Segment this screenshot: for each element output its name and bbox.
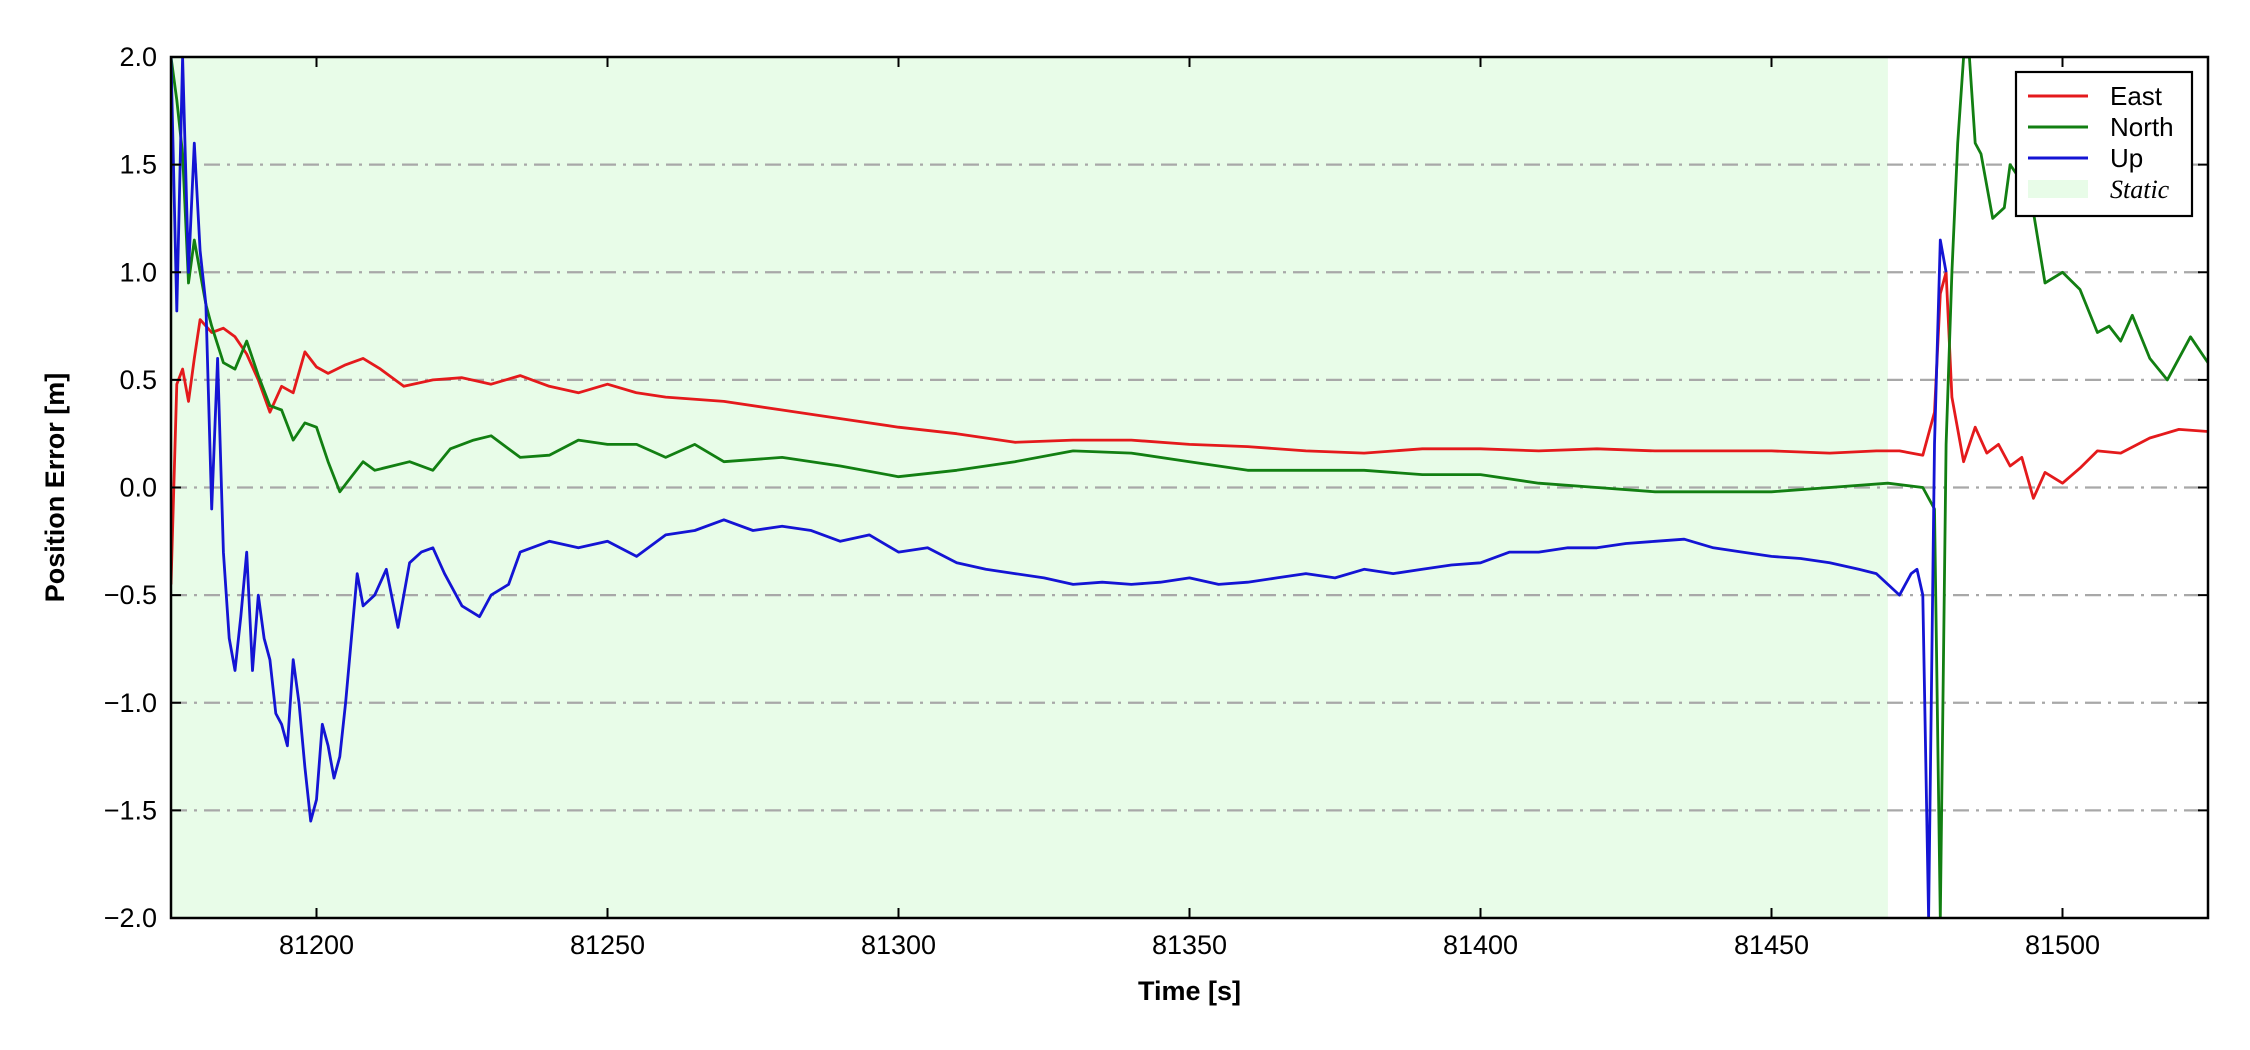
x-tick-label-1: 81250 — [570, 930, 645, 960]
y-tick-label-5: 0.5 — [119, 365, 157, 395]
y-tick-label-7: 1.5 — [119, 150, 157, 180]
series-line-up — [171, 57, 1948, 918]
legend-label-static: Static — [2110, 175, 2170, 204]
y-tick-label-1: −1.5 — [104, 795, 157, 825]
x-tick-label-2: 81300 — [861, 930, 936, 960]
x-tick-label-4: 81400 — [1443, 930, 1518, 960]
legend-swatch-static — [2028, 180, 2088, 198]
y-tick-label-4: 0.0 — [119, 473, 157, 503]
y-tick-label-2: −1.0 — [104, 688, 157, 718]
series-lines — [171, 57, 2208, 918]
x-axis-ticks: 81200 81250 81300 81350 81400 81450 81500 — [279, 57, 2100, 960]
legend-label-north: North — [2110, 112, 2174, 142]
x-axis-label: Time [s] — [1138, 976, 1241, 1006]
series-line-north — [171, 57, 2208, 918]
x-tick-label-3: 81350 — [1152, 930, 1227, 960]
y-tick-label-8: 2.0 — [119, 42, 157, 72]
y-axis-label: Position Error [m] — [40, 373, 70, 603]
legend-label-up: Up — [2110, 143, 2143, 173]
legend-label-east: East — [2110, 81, 2163, 111]
x-tick-label-6: 81500 — [2025, 930, 2100, 960]
y-axis-ticks: −2.0 −1.5 −1.0 −0.5 0.0 0.5 1.0 1.5 2.0 — [104, 42, 2208, 933]
y-tick-label-6: 1.0 — [119, 257, 157, 287]
x-tick-label-5: 81450 — [1734, 930, 1809, 960]
y-tick-label-0: −2.0 — [104, 903, 157, 933]
y-tick-label-3: −0.5 — [104, 580, 157, 610]
series-line-east — [171, 270, 2208, 585]
x-tick-label-0: 81200 — [279, 930, 354, 960]
